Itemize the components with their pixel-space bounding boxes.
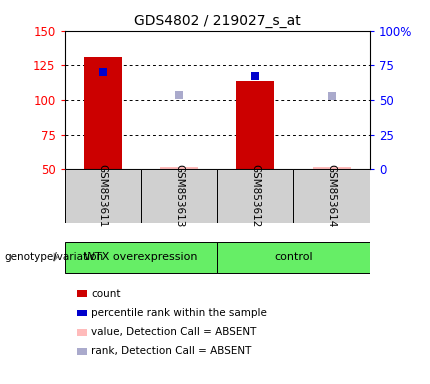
Bar — [141, 169, 217, 223]
Text: GSM853612: GSM853612 — [250, 164, 260, 228]
Text: count: count — [91, 289, 121, 299]
Bar — [160, 167, 198, 169]
Bar — [83, 57, 122, 169]
Bar — [64, 242, 217, 273]
Text: value, Detection Call = ABSENT: value, Detection Call = ABSENT — [91, 327, 257, 337]
Text: control: control — [274, 252, 313, 262]
Title: GDS4802 / 219027_s_at: GDS4802 / 219027_s_at — [134, 14, 301, 28]
Bar — [236, 81, 274, 169]
Text: rank, Detection Call = ABSENT: rank, Detection Call = ABSENT — [91, 346, 252, 356]
Bar — [217, 242, 370, 273]
Bar — [293, 169, 370, 223]
Text: GSM853611: GSM853611 — [98, 164, 108, 228]
Bar — [313, 167, 351, 169]
Text: GSM853613: GSM853613 — [174, 164, 184, 228]
Text: percentile rank within the sample: percentile rank within the sample — [91, 308, 267, 318]
Text: WTX overexpression: WTX overexpression — [84, 252, 197, 262]
Text: GSM853614: GSM853614 — [327, 164, 337, 228]
Bar — [217, 169, 293, 223]
Text: genotype/variation: genotype/variation — [4, 252, 104, 262]
Bar — [64, 169, 141, 223]
